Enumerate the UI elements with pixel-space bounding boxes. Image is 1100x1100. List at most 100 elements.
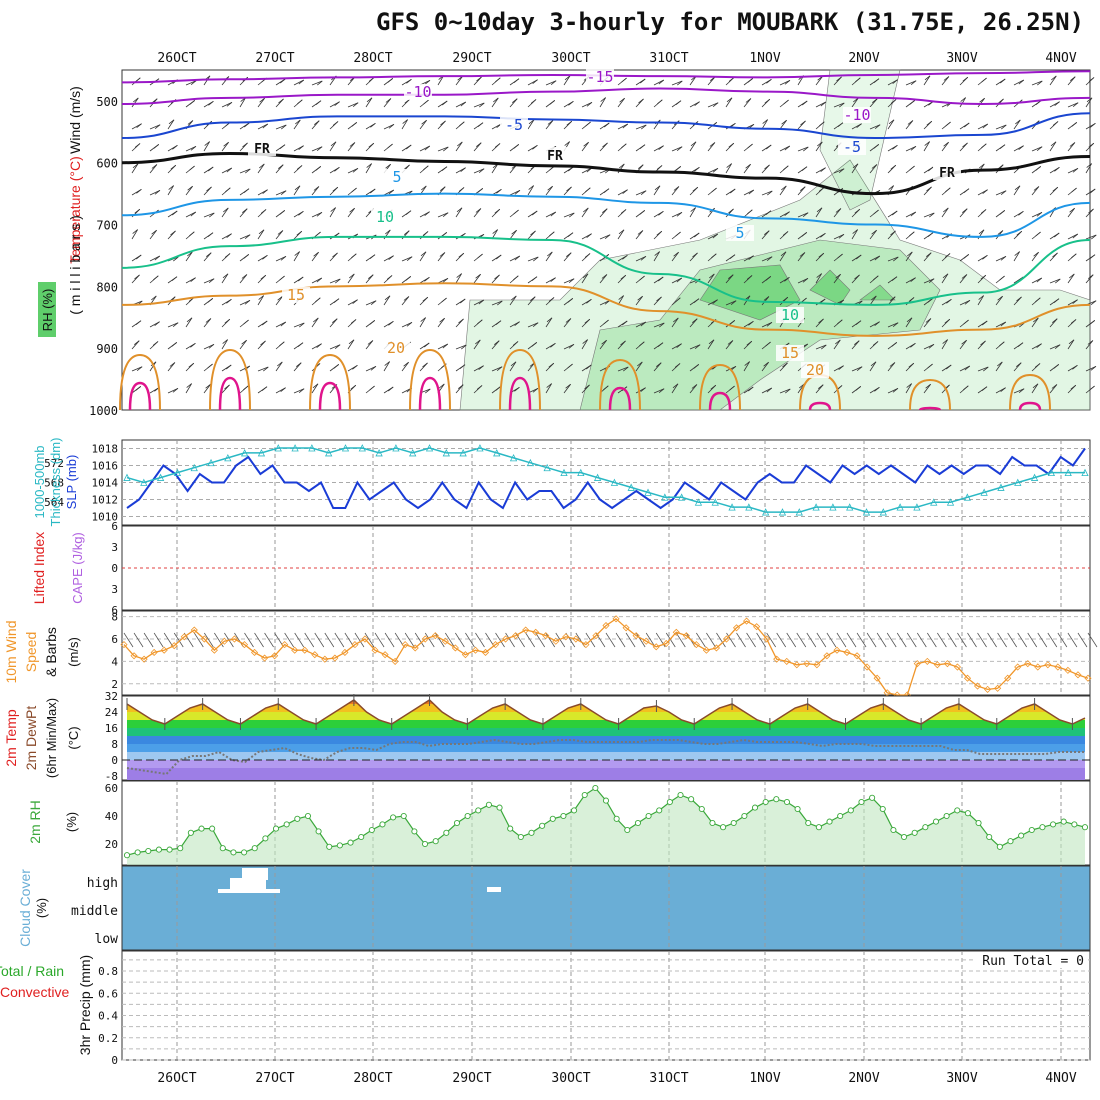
contour-label-15: FR <box>939 166 955 181</box>
barb-flag <box>961 339 967 345</box>
wind10-point <box>712 644 721 652</box>
barb-flag <box>730 300 737 306</box>
barb-flag <box>258 295 264 300</box>
barb-flag <box>906 383 912 388</box>
contour-label-bg-12 <box>801 362 829 378</box>
barb <box>779 79 791 86</box>
thickness-point <box>829 503 837 511</box>
barb-flag <box>783 165 789 171</box>
cloud-high-block-2 <box>230 878 266 890</box>
barb-flag <box>403 230 410 236</box>
barb-flag <box>856 123 862 128</box>
barb-flag <box>494 208 501 214</box>
barb-flag <box>1014 251 1020 256</box>
barb-flag <box>1069 207 1075 213</box>
barb <box>815 344 827 350</box>
wind10-point <box>722 635 731 643</box>
barb-flag <box>927 363 933 369</box>
barb-flag <box>766 322 773 327</box>
barb-flag <box>816 273 822 278</box>
barb <box>671 211 683 218</box>
barb-flag <box>784 145 791 151</box>
barb-flag <box>781 185 787 191</box>
wind10-barb <box>334 632 345 648</box>
wind10-barb <box>816 632 827 648</box>
barb-flag <box>151 295 157 301</box>
upper-ytick-1: 600 <box>96 157 118 171</box>
barb-flag <box>442 343 449 349</box>
barb-flag <box>982 189 988 194</box>
contour-label-0: -15 <box>586 68 613 86</box>
barb-flag <box>132 229 138 234</box>
barb-flag <box>133 97 139 103</box>
barb-flag <box>439 252 446 257</box>
barb-flag <box>658 145 664 150</box>
barb-flag <box>546 317 553 323</box>
barb <box>761 190 773 196</box>
contour-label-bg-7 <box>371 209 399 225</box>
barb-flag <box>421 119 427 125</box>
isotherm-25-loop-0 <box>128 381 152 411</box>
barb <box>653 185 661 196</box>
barb <box>869 124 881 130</box>
barb-flag <box>172 322 179 328</box>
wind10-point <box>311 651 319 659</box>
barb <box>797 146 809 152</box>
barb-flag <box>944 253 951 258</box>
rh2m-point <box>219 845 226 852</box>
temp2m-ytick-3: 16 <box>105 722 118 735</box>
barb-flag <box>1072 168 1079 173</box>
barb-flag <box>456 273 462 278</box>
rh2m-point <box>294 815 301 822</box>
cloud-label-1: Cloud Cover <box>17 869 33 947</box>
rh2m-point <box>986 833 993 841</box>
barb <box>149 189 161 196</box>
barb-flag <box>494 274 500 280</box>
barb-flag <box>816 207 823 213</box>
rh2m-point <box>613 815 620 822</box>
barb <box>959 299 971 306</box>
cape-label-li: Lifted Index <box>31 532 47 604</box>
rh2m-point <box>528 829 535 836</box>
barb-flag <box>477 122 484 128</box>
wind10-ytick-2: 6 <box>111 633 118 646</box>
barb-flag <box>225 187 231 193</box>
rh2m-point <box>1060 818 1067 825</box>
thickness-point <box>308 444 316 452</box>
barb <box>779 119 787 130</box>
barb-flag <box>332 252 338 258</box>
barb-flag <box>1087 274 1094 280</box>
upper-ytick-0: 500 <box>96 95 118 109</box>
temp2m-label-1: 2m Temp <box>3 709 19 767</box>
rh2m-point <box>911 829 918 836</box>
barb-flag <box>674 363 681 368</box>
barb <box>527 322 539 328</box>
barb-flag <box>712 102 719 108</box>
barb-flag <box>601 208 608 214</box>
temp-band-4 <box>127 736 1085 744</box>
wind10-barb <box>525 632 536 648</box>
wind10-barb <box>836 632 847 648</box>
barb-flag <box>187 120 194 125</box>
barb-flag <box>313 120 320 126</box>
temp2m-ytick-2: 8 <box>111 738 118 751</box>
wind10-point <box>441 637 449 645</box>
wind10-point <box>381 651 389 659</box>
barb-flag <box>186 317 193 323</box>
barb <box>167 322 179 328</box>
barb-flag <box>226 167 233 173</box>
wind10-point <box>873 674 881 682</box>
wind10-point <box>1034 663 1042 671</box>
wind10-barb <box>906 632 917 648</box>
barb-flag <box>224 318 231 324</box>
barb-flag <box>207 232 214 238</box>
barb-flag <box>313 317 319 323</box>
barb <box>635 190 647 196</box>
barb-flag <box>978 295 984 300</box>
thickness-point <box>963 493 971 501</box>
barb-flag <box>942 339 948 344</box>
barb-flag <box>640 256 647 261</box>
barb <box>599 299 611 306</box>
barb-flag <box>963 319 969 325</box>
barb <box>401 321 413 328</box>
